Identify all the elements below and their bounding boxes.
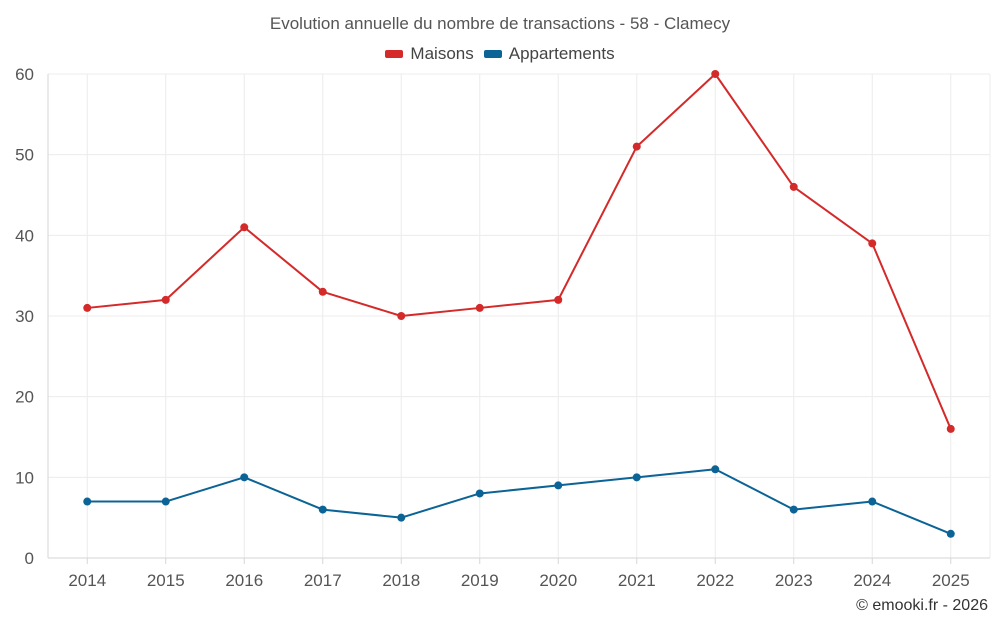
legend-swatch-maisons [385, 50, 404, 58]
data-point-appartements [554, 481, 563, 490]
y-tick-label: 40 [15, 226, 34, 245]
series-appartements [83, 465, 955, 538]
x-tick-label: 2016 [225, 571, 263, 590]
data-point-appartements [711, 465, 720, 474]
axes: 0 10 20 30 40 50 60 2014 2015 2016 2017 2018 2019 202… [15, 65, 990, 590]
legend-label-maisons: Maisons [410, 44, 474, 63]
x-tick-label: 2025 [932, 571, 970, 590]
data-point-appartements [397, 513, 406, 522]
x-tick-label: 2020 [539, 571, 577, 590]
y-tick-label: 30 [15, 307, 34, 326]
data-point-appartements [946, 529, 955, 538]
data-point-maisons [554, 295, 563, 304]
data-point-appartements [318, 505, 327, 514]
data-point-appartements [161, 497, 170, 506]
x-tick-label: 2024 [853, 571, 891, 590]
x-tick-label: 2014 [68, 571, 106, 590]
data-point-maisons [240, 223, 249, 232]
series [83, 70, 955, 538]
data-point-maisons [789, 182, 798, 191]
y-tick-label: 60 [15, 65, 34, 84]
data-point-maisons [475, 303, 484, 312]
series-line-appartements [87, 468, 952, 535]
x-tick-label: 2017 [304, 571, 342, 590]
y-tick-label: 50 [15, 146, 34, 165]
y-tick-label: 10 [15, 468, 34, 487]
data-point-maisons [868, 239, 877, 248]
data-point-maisons [711, 70, 720, 78]
series-line-maisons [87, 73, 952, 430]
data-point-appartements [475, 489, 484, 498]
data-point-appartements [632, 473, 641, 482]
x-tick-label: 2018 [382, 571, 420, 590]
data-point-maisons [161, 295, 170, 304]
x-tick-label: 2023 [775, 571, 813, 590]
y-tick-label: 0 [25, 549, 34, 568]
grid [48, 73, 991, 558]
credit-text: © emooki.fr - 2026 [856, 597, 988, 614]
x-tick-label: 2021 [618, 571, 656, 590]
legend-swatch-appartements [483, 50, 502, 58]
legend-item-appartements[interactable]: Appartements [483, 44, 615, 64]
data-point-appartements [240, 473, 249, 482]
data-point-appartements [868, 497, 877, 506]
series-maisons [83, 70, 955, 433]
data-point-maisons [946, 424, 955, 433]
data-point-maisons [632, 142, 641, 151]
legend-label-appartements: Appartements [508, 44, 615, 63]
data-point-appartements [83, 497, 92, 506]
legend-item-maisons[interactable]: Maisons [385, 44, 474, 64]
data-point-maisons [397, 312, 406, 320]
chart-title: Evolution annuelle du nombre de transact… [269, 14, 731, 33]
data-point-maisons [318, 287, 327, 296]
data-point-appartements [789, 505, 798, 514]
legend: Maisons Appartements [0, 44, 1000, 64]
data-point-maisons [83, 303, 92, 312]
y-tick-label: 20 [15, 388, 34, 407]
x-tick-label: 2015 [147, 571, 185, 590]
x-tick-label: 2022 [696, 571, 734, 590]
x-tick-label: 2019 [461, 571, 499, 590]
